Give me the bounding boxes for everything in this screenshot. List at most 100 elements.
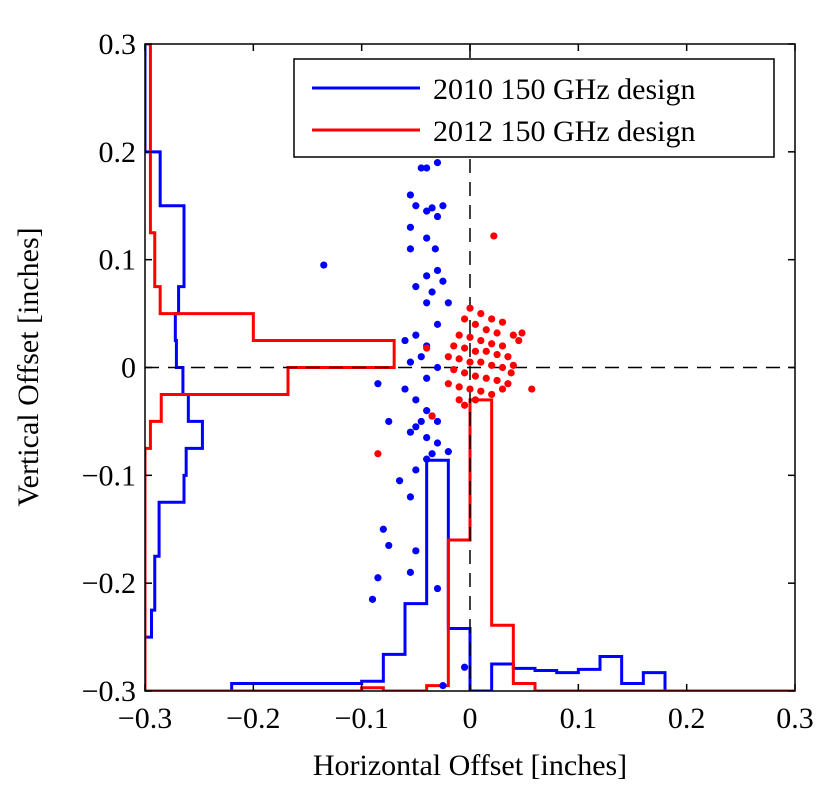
data-point-series-0-22 (412, 331, 420, 339)
histogram-y-series-0 (145, 44, 204, 691)
data-point-series-1-16 (450, 342, 458, 350)
y-tick-label-2: −0.1 (82, 459, 136, 492)
data-point-series-0-30 (401, 385, 409, 393)
data-point-series-1-14 (509, 331, 517, 339)
data-point-series-1-38 (477, 387, 485, 395)
data-point-series-1-15 (515, 336, 523, 345)
data-point-series-1-26 (488, 361, 496, 369)
data-point-series-1-4 (488, 315, 496, 323)
data-point-series-0-32 (423, 407, 431, 415)
data-point-series-0-18 (428, 288, 436, 296)
data-point-series-0-28 (423, 374, 431, 382)
data-point-series-0-21 (433, 320, 442, 328)
legend-box (293, 58, 775, 158)
data-point-series-1-17 (460, 344, 469, 352)
x-tick-label-2: −0.1 (334, 702, 388, 735)
data-point-series-1-35 (444, 380, 452, 388)
data-point-series-1-22 (444, 353, 452, 361)
data-point-series-0-27 (406, 358, 415, 366)
data-point-series-1-2 (460, 315, 469, 323)
data-point-series-0-36 (385, 417, 393, 426)
data-point-series-0-8 (433, 212, 442, 221)
y-tick-label-4: 0.1 (99, 244, 137, 277)
data-point-series-1-10 (466, 333, 474, 341)
data-point-series-0-7 (428, 204, 436, 212)
data-point-series-1-27 (498, 363, 507, 372)
data-point-series-0-24 (401, 336, 409, 345)
data-point-series-1-20 (493, 350, 501, 359)
data-point-series-1-43 (471, 396, 480, 404)
data-point-series-0-31 (412, 396, 420, 404)
data-point-series-0-5 (433, 159, 442, 167)
scatter-points-layer (320, 159, 536, 690)
data-point-series-1-36 (455, 383, 463, 391)
y-tick-label-5: 0.2 (99, 136, 137, 169)
data-point-series-0-47 (379, 525, 387, 533)
data-point-series-0-46 (406, 493, 415, 501)
data-point-series-1-39 (488, 390, 496, 399)
data-point-series-0-35 (417, 417, 425, 426)
data-point-series-0-45 (395, 477, 404, 485)
data-point-series-1-11 (477, 336, 485, 345)
data-point-series-1-49 (507, 369, 515, 377)
x-tick-label-0: −0.3 (118, 702, 172, 735)
data-point-series-1-7 (482, 326, 490, 334)
data-point-series-0-0 (320, 261, 328, 269)
y-tick-label-1: −0.2 (82, 567, 136, 600)
x-tick-label-6: 0.3 (776, 702, 814, 735)
x-tick-labels: −0.3 −0.2 −0.1 0 0.1 0.2 0.3 (118, 702, 814, 735)
data-point-series-1-19 (482, 347, 490, 355)
data-point-series-1-24 (466, 358, 474, 366)
data-point-series-1-40 (498, 385, 507, 393)
data-point-series-0-51 (406, 568, 415, 576)
x-tick-label-3: 0 (463, 702, 478, 735)
data-point-series-0-15 (423, 272, 431, 280)
data-point-series-0-14 (433, 266, 442, 275)
data-point-series-0-25 (417, 353, 425, 361)
data-point-series-1-33 (493, 376, 501, 385)
data-point-series-1-37 (466, 385, 474, 393)
y-axis-title: Vertical Offset [inches] (12, 227, 45, 506)
x-axis-title: Horizontal Offset [inches] (313, 749, 627, 782)
data-point-series-0-50 (374, 574, 382, 582)
data-point-series-0-19 (444, 299, 452, 307)
data-point-series-1-0 (490, 232, 498, 240)
histogram-y-series-1 (145, 44, 396, 691)
data-point-series-0-52 (368, 595, 377, 603)
data-point-series-1-46 (423, 344, 431, 352)
data-point-series-0-11 (431, 245, 439, 253)
data-point-series-1-41 (528, 385, 536, 393)
reference-lines (145, 44, 795, 691)
data-point-series-0-20 (423, 299, 431, 307)
data-point-series-0-37 (412, 423, 420, 431)
data-point-series-1-21 (504, 353, 512, 361)
data-point-series-1-18 (471, 347, 480, 355)
data-point-series-1-48 (518, 329, 526, 337)
data-point-series-0-26 (433, 363, 442, 372)
x-tick-label-5: 0.2 (668, 702, 706, 735)
data-point-series-0-1 (406, 191, 415, 199)
data-point-series-1-45 (428, 412, 436, 420)
data-point-series-1-5 (498, 318, 507, 326)
data-point-series-0-4 (423, 164, 431, 172)
legend: 2010 150 GHz design 2012 150 GHz design (293, 58, 775, 158)
data-point-series-0-2 (412, 202, 420, 210)
data-point-series-0-40 (406, 428, 415, 436)
data-point-series-1-31 (471, 372, 480, 380)
histogram-x-series-0 (145, 458, 795, 691)
data-point-series-0-12 (439, 202, 447, 210)
data-point-series-1-25 (477, 358, 485, 366)
y-tick-label-3: 0 (121, 352, 136, 385)
data-point-series-0-13 (406, 245, 415, 253)
data-point-series-1-42 (455, 396, 463, 404)
data-point-series-0-55 (460, 663, 469, 671)
data-point-series-1-9 (455, 331, 463, 339)
data-point-series-0-41 (444, 448, 452, 456)
data-point-series-0-29 (374, 380, 382, 388)
y-tick-label-0: −0.3 (82, 675, 136, 708)
data-point-series-0-44 (412, 466, 420, 474)
x-tick-label-1: −0.2 (226, 702, 280, 735)
y-tick-label-6: 0.3 (99, 28, 137, 61)
data-point-series-1-29 (450, 366, 458, 374)
